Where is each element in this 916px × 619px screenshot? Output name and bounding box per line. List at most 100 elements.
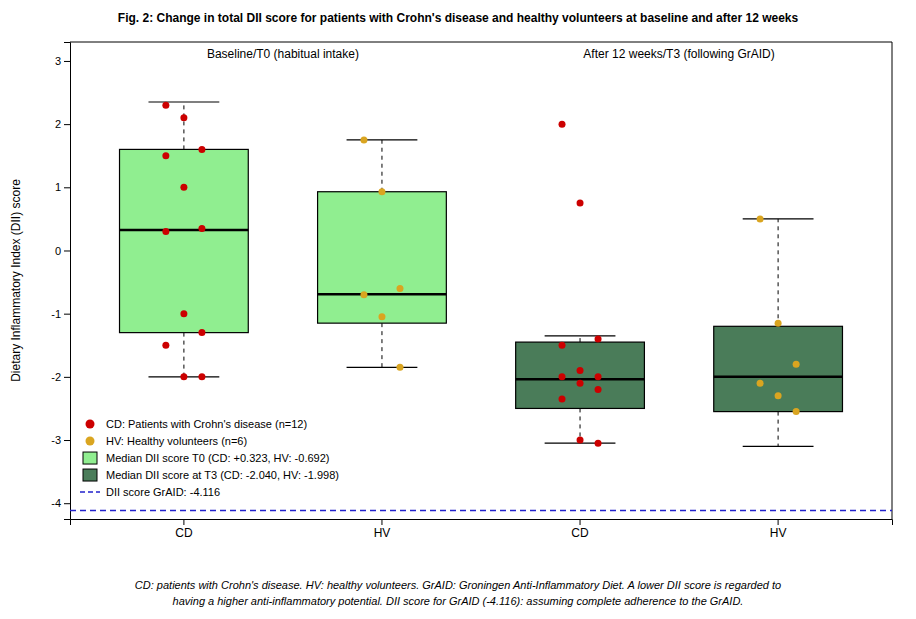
y-tick-label: 3 <box>55 55 61 67</box>
point <box>162 152 169 159</box>
legend-symbol <box>86 420 95 429</box>
y-tick-mark <box>64 61 70 62</box>
legend-item: DII score GrAID: -4.116 <box>80 486 220 498</box>
whisker <box>778 412 779 447</box>
marks <box>70 102 892 511</box>
y-tick-mark <box>64 377 70 378</box>
x-tick-mark <box>183 519 184 525</box>
y-tick-mark <box>64 250 70 251</box>
point <box>775 320 782 327</box>
point <box>577 200 584 207</box>
point <box>162 228 169 235</box>
y-tick-mark <box>64 187 70 188</box>
x-axis-line <box>71 520 893 526</box>
y-tick-label: 2 <box>55 118 61 130</box>
point <box>198 225 205 232</box>
point <box>198 329 205 336</box>
legend-symbol <box>86 437 95 446</box>
y-tick-label: 1 <box>55 181 61 193</box>
x-tick-label: HV <box>374 526 391 540</box>
legend-item: Median DII score at T3 (CD: -2.040, HV: … <box>83 469 339 481</box>
y-axis-title: Dietary Inflammatory Index (DII) score <box>9 179 23 382</box>
frame-top <box>70 42 892 43</box>
point <box>595 386 602 393</box>
point <box>396 285 403 292</box>
y-axis-line <box>64 43 71 520</box>
legend-symbol <box>83 452 97 464</box>
point <box>577 437 584 444</box>
x-tick-label: CD <box>571 526 589 540</box>
box-body <box>714 326 843 411</box>
y-tick-mark <box>64 440 70 441</box>
box <box>714 219 843 446</box>
y-tick: 3 <box>55 55 70 67</box>
y-tick: 0 <box>55 245 70 257</box>
point <box>378 188 385 195</box>
chart: Fig. 2: Change in total DII score for pa… <box>0 0 916 619</box>
whisker <box>183 333 184 377</box>
x-tick: CD <box>571 519 589 540</box>
group-label: After 12 weeks/T3 (following GrAID) <box>583 47 774 61</box>
box-body <box>516 342 645 408</box>
point <box>559 395 566 402</box>
median-line <box>120 229 249 232</box>
legend-item: CD: Patients with Crohn's disease (n=12) <box>86 418 308 430</box>
point <box>775 392 782 399</box>
point <box>559 121 566 128</box>
point <box>180 373 187 380</box>
footnote-line: CD: patients with Crohn's disease. HV: h… <box>135 579 781 591</box>
y-tick-mark <box>64 124 70 125</box>
whisker-cap <box>743 218 814 219</box>
y-tick: -2 <box>51 371 70 383</box>
x-tick: CD <box>175 519 193 540</box>
point <box>793 408 800 415</box>
box <box>516 336 645 443</box>
box <box>318 140 447 367</box>
legend-label: CD: Patients with Crohn's disease (n=12) <box>106 418 307 430</box>
point <box>595 373 602 380</box>
point <box>162 102 169 109</box>
point <box>180 184 187 191</box>
whisker-cap <box>347 139 418 140</box>
y-tick: -4 <box>51 497 70 509</box>
point <box>378 313 385 320</box>
point <box>162 342 169 349</box>
whisker <box>580 336 581 342</box>
x-tick-mark <box>778 519 779 525</box>
x-tick: HV <box>374 519 391 540</box>
footnote-line: having a higher anti-inflammatory potent… <box>173 595 744 607</box>
whisker-cap <box>743 446 814 447</box>
y-tick: -3 <box>51 434 70 446</box>
point <box>757 380 764 387</box>
y-tick-mark <box>64 503 70 504</box>
x-tick-mark <box>381 519 382 525</box>
point <box>559 342 566 349</box>
point <box>360 291 367 298</box>
point <box>198 373 205 380</box>
frame-right <box>892 42 893 519</box>
median-line <box>318 293 447 296</box>
whisker-cap <box>347 367 418 368</box>
legend-item: Median DII score T0 (CD: +0.323, HV: -0.… <box>83 452 329 464</box>
point <box>559 373 566 380</box>
legend-label: HV: Healthy volunteers (n=6) <box>106 435 247 447</box>
legend: CD: Patients with Crohn's disease (n=12)… <box>80 418 339 498</box>
whisker <box>381 323 382 367</box>
y-tick-label: -1 <box>51 308 61 320</box>
legend-label: DII score GrAID: -4.116 <box>106 486 220 498</box>
point <box>577 367 584 374</box>
y-tick-label: 0 <box>55 245 61 257</box>
point <box>180 310 187 317</box>
point <box>577 380 584 387</box>
y-tick: 1 <box>55 181 70 193</box>
x-tick-label: CD <box>175 526 193 540</box>
title: Fig. 2: Change in total DII score for pa… <box>118 11 799 25</box>
legend-symbol <box>80 491 100 493</box>
y-tick-label: -4 <box>51 497 61 509</box>
whisker-cap <box>545 335 616 336</box>
y-axis: -4 -3 -2 -1 0 1 2 3 <box>51 43 70 520</box>
x-tick-label: HV <box>770 526 787 540</box>
point <box>757 215 764 222</box>
legend-symbol <box>83 469 97 481</box>
point <box>595 335 602 342</box>
